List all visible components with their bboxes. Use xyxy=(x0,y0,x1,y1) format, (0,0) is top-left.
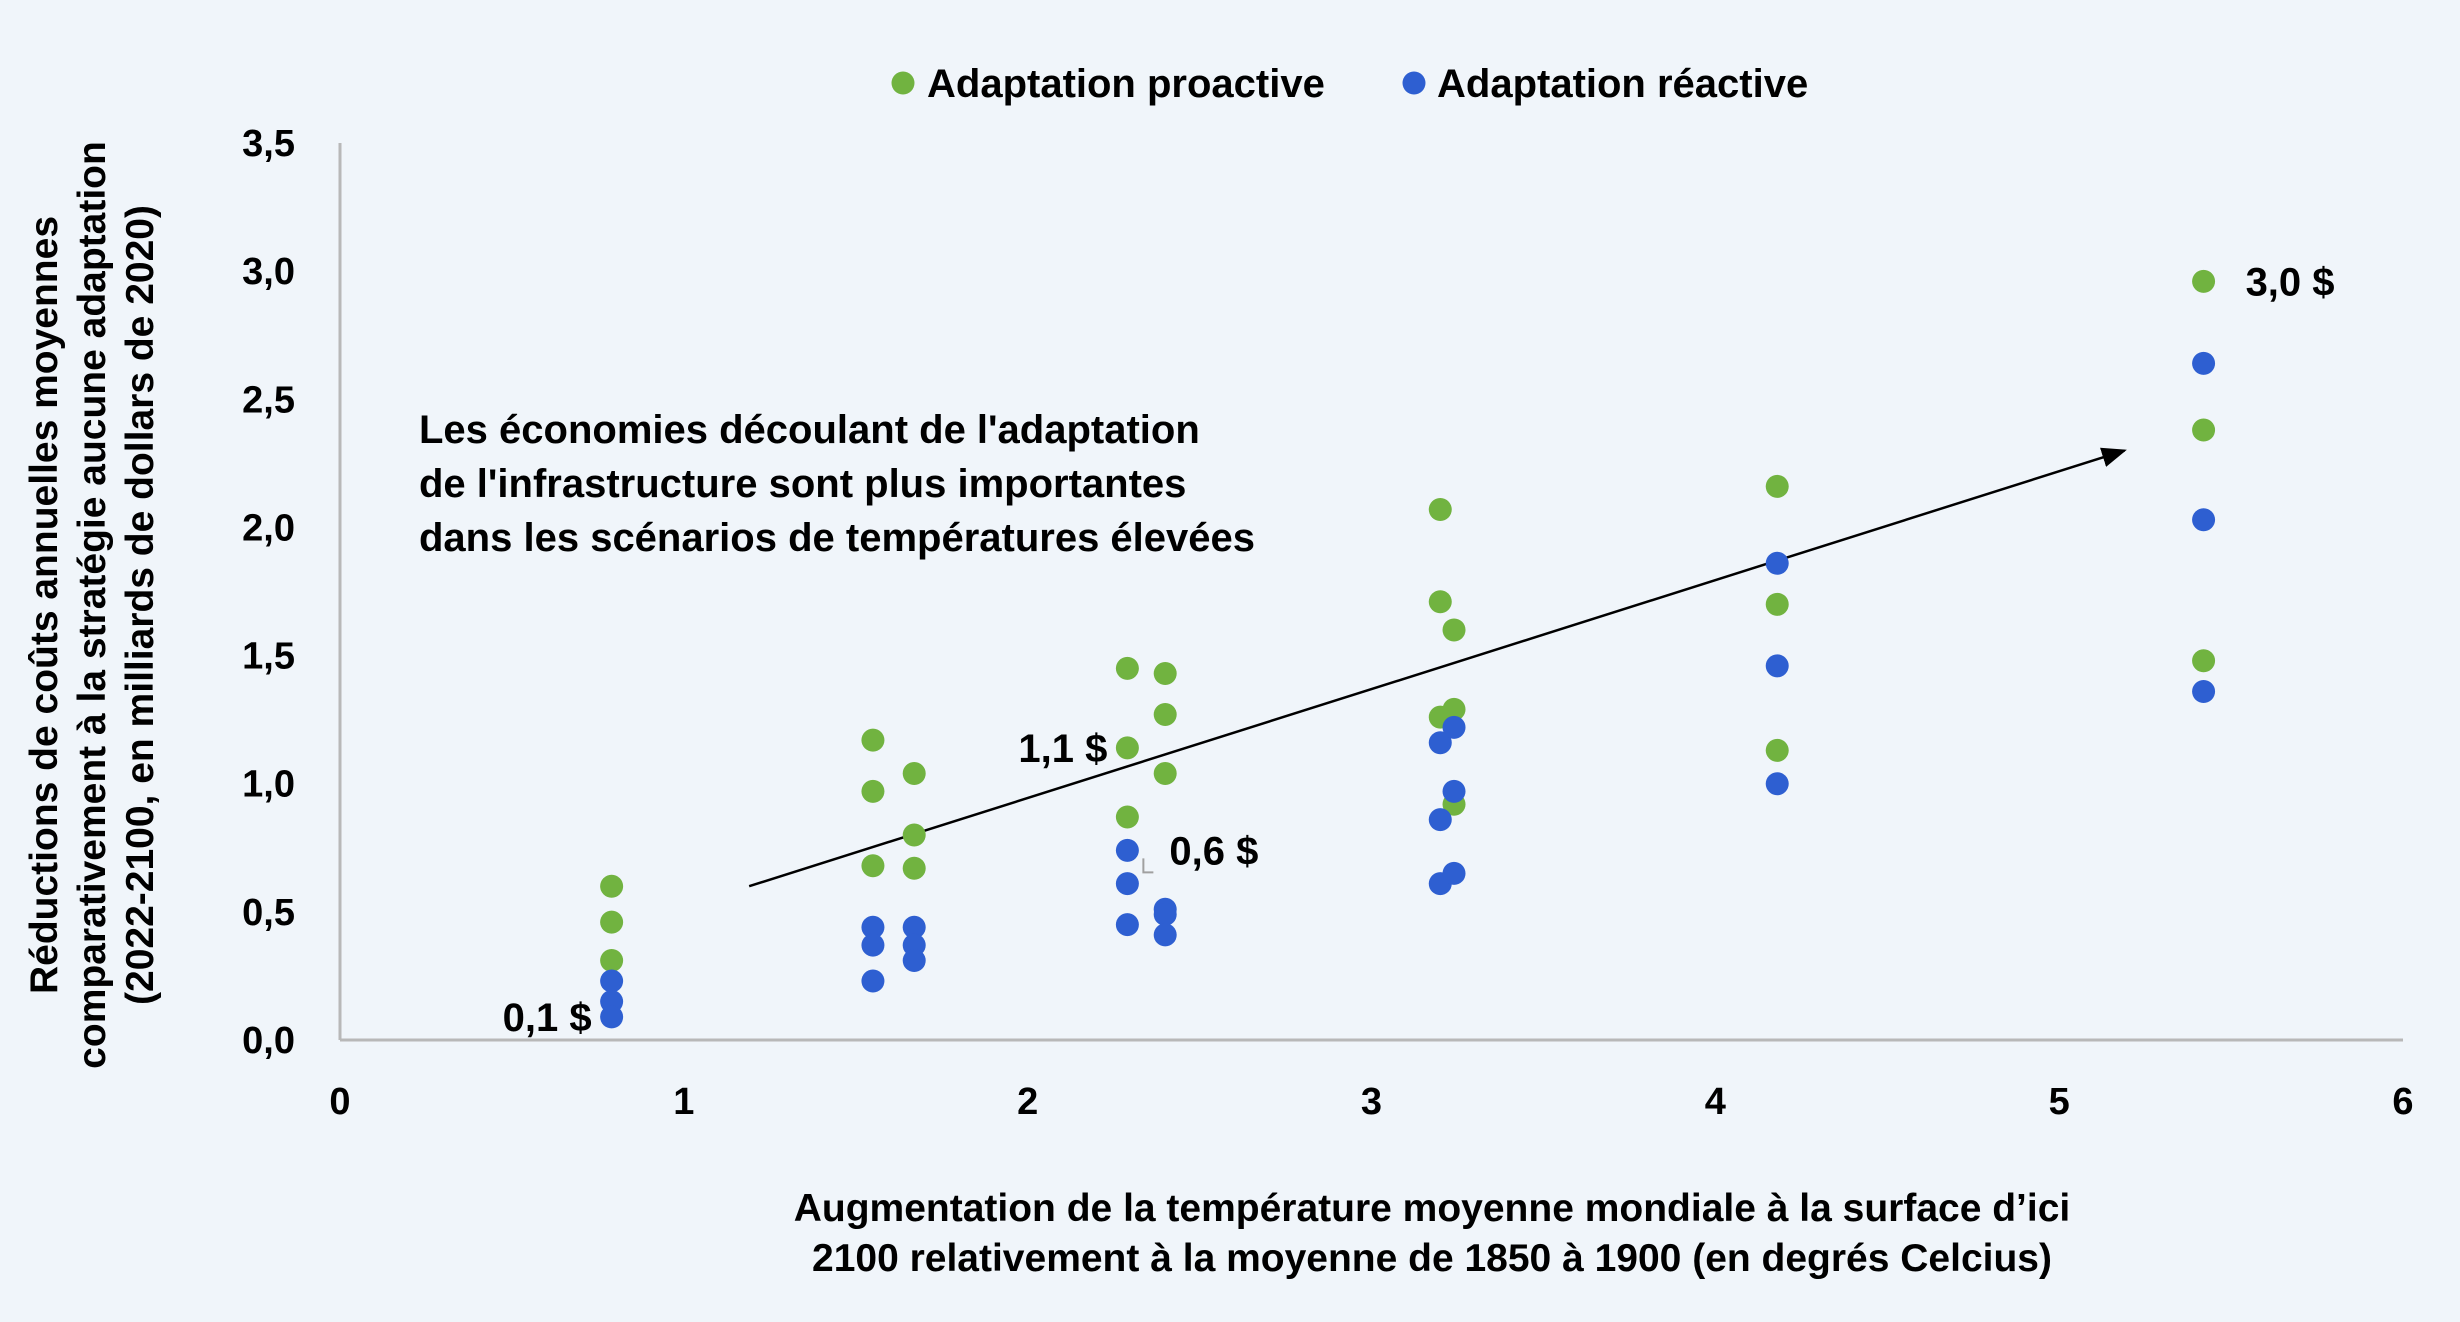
reactive-point xyxy=(600,1005,624,1029)
proactive-point xyxy=(1765,474,1789,498)
x-tick-label: 6 xyxy=(2392,1081,2413,1123)
proactive-point xyxy=(861,728,885,752)
callout-text: Les économies découlant de l'adaptation d… xyxy=(419,408,1255,560)
proactive-point xyxy=(1442,697,1466,721)
reactive-point xyxy=(1153,923,1177,947)
proactive-point xyxy=(1428,497,1452,521)
legend-label: Adaptation réactive xyxy=(1437,62,1808,106)
proactive-point xyxy=(1765,738,1789,762)
reactive-point xyxy=(600,969,624,993)
y-tick-label: 2,5 xyxy=(242,379,295,421)
y-tick-label: 3,5 xyxy=(242,123,295,165)
reactive-point xyxy=(1115,913,1139,937)
proactive-point xyxy=(1428,590,1452,614)
data-labels: 0,1 $ 1,1 $ 0,6 $ 3,0 $ xyxy=(503,260,2335,1040)
proactive-point xyxy=(600,874,624,898)
y-tick-label: 0,0 xyxy=(242,1020,295,1062)
reactive-point xyxy=(1428,808,1452,832)
tick-labels: 0 1 2 3 4 5 6 0,0 0,5 1,0 1,5 2,0 2,5 3,0 3,5 xyxy=(242,123,2413,1123)
reactive-point xyxy=(1115,838,1139,862)
reactive-point xyxy=(1765,654,1789,678)
reactive-point xyxy=(1153,902,1177,926)
x-axis-title: 2100 relativement à la moyenne de 1850 à… xyxy=(812,1237,2052,1280)
reactive-point xyxy=(1765,551,1789,575)
y-tick-label: 0,5 xyxy=(242,892,295,934)
data-label: 3,0 $ xyxy=(2246,260,2335,304)
axes xyxy=(338,143,2403,1042)
y-axis-title: comparativement à la stratégie aucune ad… xyxy=(71,141,114,1069)
reactive-point xyxy=(1442,715,1466,739)
reactive-point xyxy=(1442,779,1466,803)
reactive-point xyxy=(902,949,926,973)
trend-arrow xyxy=(748,447,2127,888)
reactive-point xyxy=(1765,772,1789,796)
reactive-point xyxy=(861,915,885,939)
proactive-point xyxy=(2192,269,2216,293)
x-axis-title: Augmentation de la température moyenne m… xyxy=(794,1187,2071,1230)
y-tick-label: 1,5 xyxy=(242,636,295,678)
proactive-point xyxy=(1442,618,1466,642)
proactive-point xyxy=(861,854,885,878)
y-axis-title: (2022-2100, en milliards de dollars de 2… xyxy=(119,205,162,1005)
reactive-point xyxy=(2192,351,2216,375)
proactive-point xyxy=(600,949,624,973)
legend-marker xyxy=(1402,71,1426,95)
proactive-point xyxy=(1153,703,1177,727)
proactive-point xyxy=(2192,418,2216,442)
proactive-point xyxy=(861,779,885,803)
x-tick-label: 1 xyxy=(673,1081,694,1123)
callout-line: de l'infrastructure sont plus importante… xyxy=(419,462,1186,506)
legend-marker xyxy=(891,71,915,95)
reactive-point xyxy=(2192,508,2216,532)
legend-label: Adaptation proactive xyxy=(927,62,1325,106)
y-tick-label: 2,0 xyxy=(242,507,295,549)
x-tick-label: 3 xyxy=(1361,1081,1382,1123)
proactive-point xyxy=(1115,656,1139,680)
x-tick-label: 4 xyxy=(1705,1081,1726,1123)
reactive-point xyxy=(1115,872,1139,896)
proactive-point xyxy=(600,910,624,934)
x-tick-label: 2 xyxy=(1017,1081,1038,1123)
proactive-point xyxy=(1115,736,1139,760)
proactive-point xyxy=(902,761,926,785)
reactive-point xyxy=(902,915,926,939)
reactive-point xyxy=(861,933,885,957)
proactive-point xyxy=(2192,649,2216,673)
y-tick-label: 1,0 xyxy=(242,764,295,806)
data-points xyxy=(600,269,2216,1029)
callout-line: Les économies découlant de l'adaptation xyxy=(419,408,1200,452)
proactive-point xyxy=(902,823,926,847)
y-tick-label: 3,0 xyxy=(242,251,295,293)
proactive-point xyxy=(902,856,926,880)
legend: Adaptation proactive Adaptation réactive xyxy=(891,62,1808,106)
data-label: 0,6 $ xyxy=(1169,829,1258,873)
data-label: 0,1 $ xyxy=(503,996,592,1040)
label-leader-line xyxy=(1142,858,1154,874)
callout-line: dans les scénarios de températures élevé… xyxy=(419,516,1255,560)
trend-arrow-layer xyxy=(748,447,2127,888)
reactive-point xyxy=(2192,679,2216,703)
reactive-point xyxy=(861,969,885,993)
proactive-point xyxy=(1115,805,1139,829)
y-axis-title: Réductions de coûts annuelles moyennes xyxy=(23,216,66,994)
proactive-point xyxy=(1153,662,1177,686)
reactive-point xyxy=(1442,861,1466,885)
data-label: 1,1 $ xyxy=(1018,727,1107,771)
proactive-point xyxy=(1765,592,1789,616)
reactive-point xyxy=(1428,731,1452,755)
x-tick-label: 5 xyxy=(2049,1081,2070,1123)
proactive-point xyxy=(1153,761,1177,785)
x-tick-label: 0 xyxy=(329,1081,350,1123)
axis-titles: Augmentation de la température moyenne m… xyxy=(23,141,2070,1280)
